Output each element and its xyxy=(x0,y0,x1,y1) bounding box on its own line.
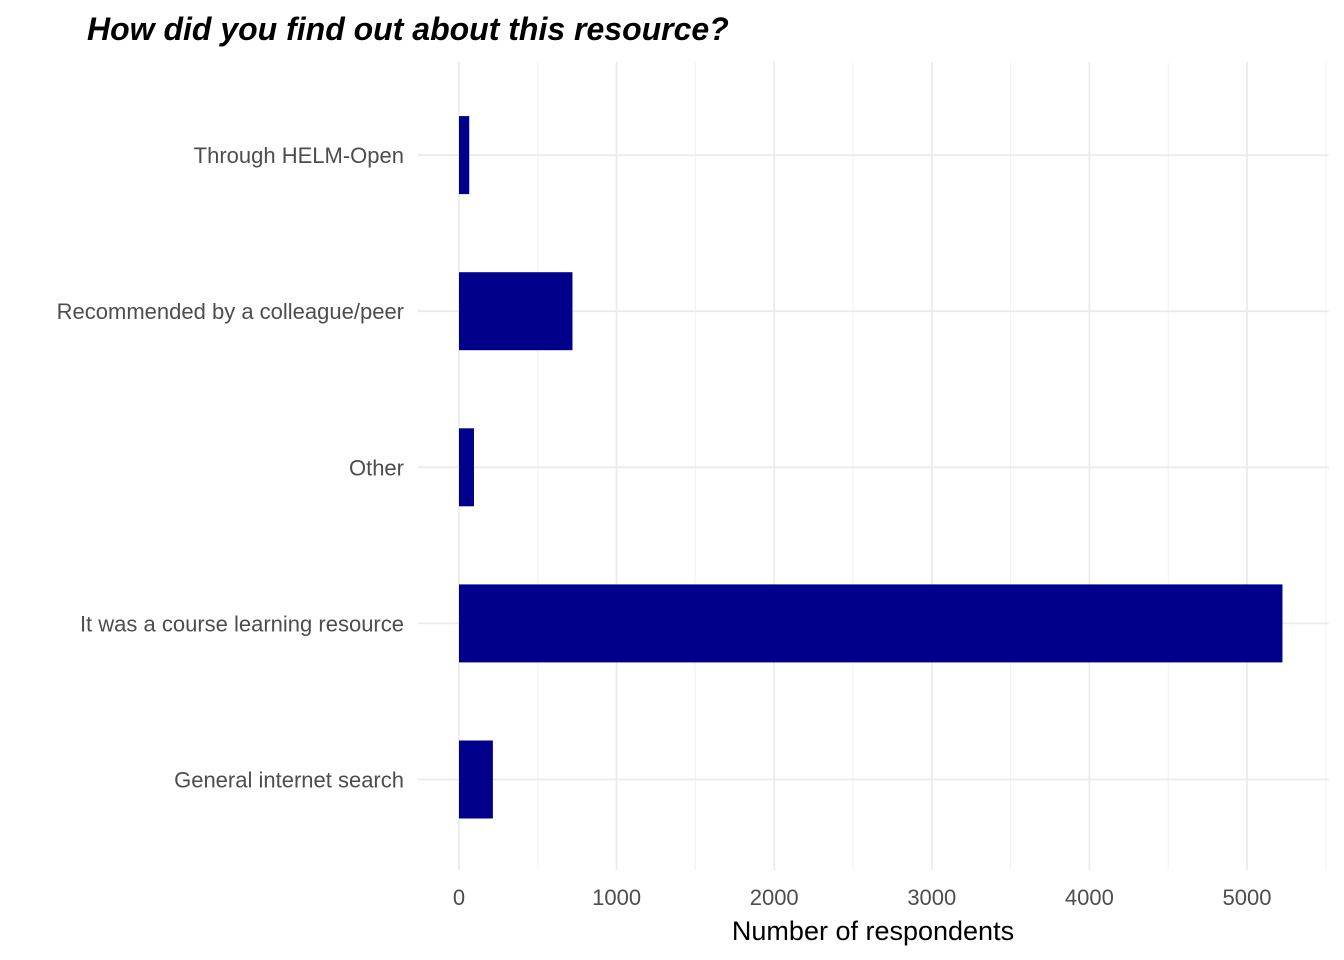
x-tick-label: 5000 xyxy=(1223,885,1272,910)
grid-layer xyxy=(418,62,1329,870)
bar xyxy=(459,740,493,819)
x-tick-label: 0 xyxy=(453,885,465,910)
x-axis-ticks: 0 1000 2000 3000 4000 5000 xyxy=(453,885,1272,910)
category-label: Other xyxy=(349,455,404,480)
bar xyxy=(459,428,474,507)
x-tick-label: 1000 xyxy=(592,885,641,910)
category-label: It was a course learning resource xyxy=(80,611,404,636)
bar xyxy=(459,116,470,195)
x-tick-label: 4000 xyxy=(1065,885,1114,910)
category-label: Recommended by a colleague/peer xyxy=(57,299,404,324)
bar xyxy=(459,272,573,351)
x-tick-label: 3000 xyxy=(907,885,956,910)
bar xyxy=(459,584,1283,663)
category-label: Through HELM-Open xyxy=(194,143,404,168)
bar-layer xyxy=(459,116,1283,819)
x-tick-label: 2000 xyxy=(750,885,799,910)
category-label: General internet search xyxy=(174,768,404,793)
category-labels: General internet search It was a course l… xyxy=(57,143,404,792)
chart-title: How did you find out about this resource… xyxy=(87,11,729,47)
x-axis-title: Number of respondents xyxy=(732,916,1014,946)
